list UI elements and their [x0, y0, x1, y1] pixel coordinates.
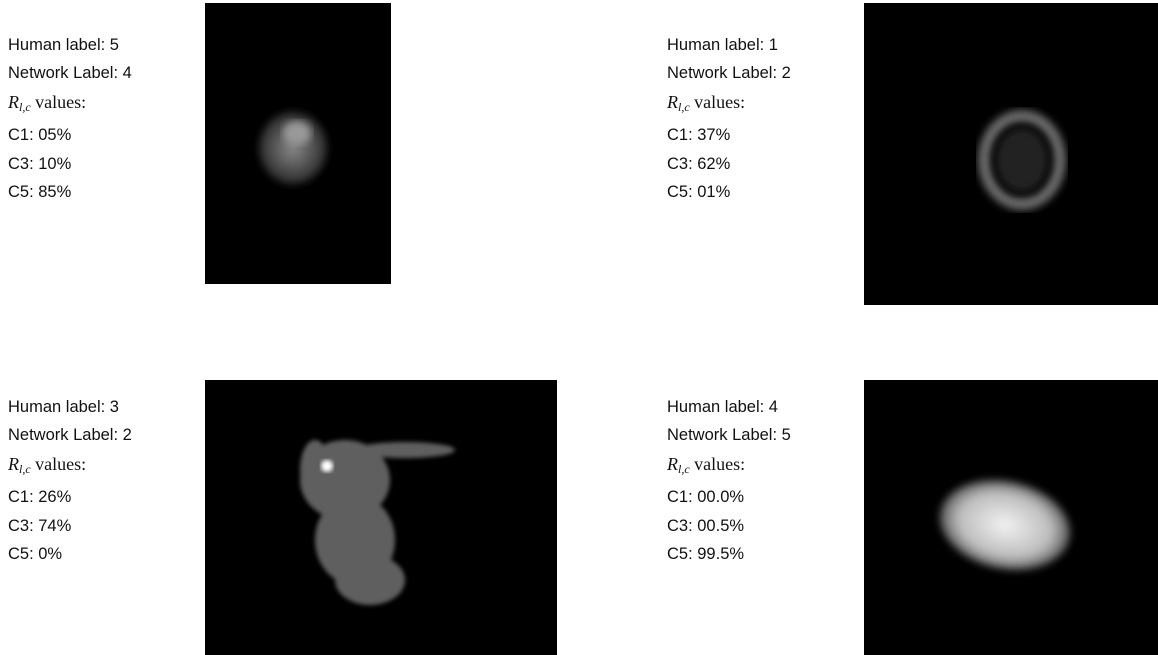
micrograph — [864, 380, 1158, 655]
r-label: Rl,c values: — [8, 450, 132, 483]
r-text: values: — [694, 454, 745, 474]
human-label: Human label: 5 — [8, 31, 132, 59]
class-value: C3: 10% — [8, 150, 132, 178]
r-symbol: R — [667, 454, 678, 474]
particle — [931, 468, 1078, 582]
image — [864, 3, 1158, 305]
micrograph — [864, 3, 1158, 305]
image — [205, 380, 557, 655]
class-value: C1: 37% — [667, 121, 791, 149]
class-value: C5: 85% — [8, 178, 132, 206]
image — [205, 3, 391, 284]
r-text: values: — [694, 92, 745, 112]
r-text: values: — [35, 92, 86, 112]
r-subscript: l,c — [678, 462, 690, 476]
network-label: Network Label: 4 — [8, 59, 132, 87]
human-label: Human label: 4 — [667, 393, 791, 421]
class-value: C1: 26% — [8, 483, 132, 511]
class-value: C5: 01% — [667, 178, 791, 206]
r-symbol: R — [8, 454, 19, 474]
class-value: C3: 00.5% — [667, 512, 791, 540]
class-value: C3: 62% — [667, 150, 791, 178]
r-symbol: R — [667, 92, 678, 112]
network-label: Network Label: 2 — [667, 59, 791, 87]
micrograph — [205, 3, 391, 284]
human-label: Human label: 1 — [667, 31, 791, 59]
r-subscript: l,c — [678, 100, 690, 114]
r-label: Rl,c values: — [667, 450, 791, 483]
network-label: Network Label: 2 — [8, 421, 132, 449]
class-value: C3: 74% — [8, 512, 132, 540]
r-subscript: l,c — [19, 462, 31, 476]
particle-core — [996, 128, 1048, 192]
r-subscript: l,c — [19, 100, 31, 114]
page: Human label: 5Network Label: 4Rl,c value… — [0, 0, 1158, 655]
bright-spot — [321, 460, 333, 472]
class-value: C1: 00.0% — [667, 483, 791, 511]
network-label: Network Label: 5 — [667, 421, 791, 449]
r-symbol: R — [8, 92, 19, 112]
r-label: Rl,c values: — [8, 88, 132, 121]
particle-core — [283, 121, 311, 145]
class-value: C5: 0% — [8, 540, 132, 568]
micrograph — [205, 380, 557, 655]
class-value: C5: 99.5% — [667, 540, 791, 568]
human-label: Human label: 3 — [8, 393, 132, 421]
class-value: C1: 05% — [8, 121, 132, 149]
r-text: values: — [35, 454, 86, 474]
r-label: Rl,c values: — [667, 88, 791, 121]
image — [864, 380, 1158, 655]
